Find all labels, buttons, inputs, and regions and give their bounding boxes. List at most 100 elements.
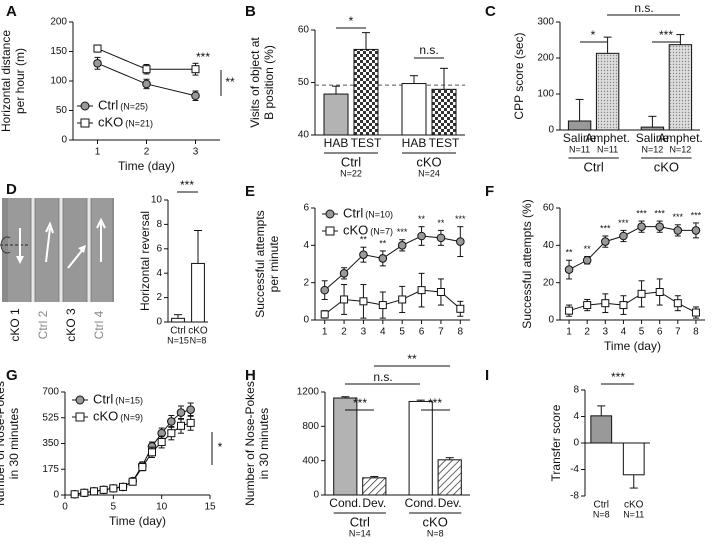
bar — [353, 48, 379, 136]
legend-note: (N=25) — [120, 101, 148, 111]
y-axis-label: Transfer score — [549, 404, 563, 481]
bar — [668, 44, 693, 131]
bar — [191, 262, 205, 323]
group-label: cKO — [423, 514, 448, 529]
bar — [171, 317, 185, 323]
significance: *** — [691, 210, 702, 220]
annotation: n.s. — [634, 1, 653, 15]
point — [359, 297, 368, 306]
x-tick-label: Dev. — [362, 496, 386, 510]
panel-letter: H — [245, 367, 256, 384]
group-label: cKO — [416, 154, 441, 169]
annotation: *** — [611, 370, 625, 384]
bar — [590, 415, 613, 444]
x-tick-label: 7 — [675, 327, 681, 338]
annotation: *** — [196, 50, 210, 64]
category-note: N=11 — [597, 144, 618, 154]
point — [191, 65, 200, 74]
point — [128, 477, 137, 486]
legend-note: (N=9) — [120, 412, 143, 422]
legend-label: Ctrl — [343, 205, 363, 220]
photo — [0, 198, 114, 302]
point — [177, 421, 185, 430]
x-tick-label: 8 — [693, 327, 699, 338]
significance: *** — [673, 212, 684, 222]
y-tick-label: 2 — [156, 292, 162, 303]
y-tick-label: 40 — [298, 130, 310, 141]
point — [564, 265, 574, 274]
point — [340, 295, 349, 304]
legend-note: (N=10) — [365, 209, 393, 219]
point — [417, 286, 426, 295]
x-tick-label: Ctrl — [170, 326, 186, 337]
point — [436, 233, 446, 243]
point — [417, 231, 426, 241]
annotation: ** — [225, 75, 235, 89]
annotation: n.s. — [419, 43, 438, 57]
panel-letter: F — [485, 183, 494, 200]
point — [339, 269, 349, 278]
x-tick-label: 1 — [566, 327, 572, 338]
bar — [622, 442, 645, 476]
x-tick-label: 2 — [144, 147, 150, 158]
significance: ** — [566, 248, 574, 258]
point — [398, 295, 407, 304]
category-note: N=8 — [190, 335, 207, 345]
y-tick-label: 50 — [56, 105, 68, 116]
legend-marker — [75, 395, 85, 405]
point — [167, 417, 176, 426]
x-tick-label: 7 — [438, 327, 444, 338]
point — [637, 222, 646, 231]
y-tick-label: 4 — [303, 240, 309, 251]
y-tick-label: 10 — [151, 195, 163, 206]
group-note: N=22 — [340, 168, 362, 178]
bar — [640, 126, 665, 131]
x-tick-label: Cond. — [329, 496, 361, 510]
annotation: *** — [353, 396, 367, 410]
x-tick-label: cKO — [188, 326, 208, 337]
y-tick-label: 4 — [573, 411, 579, 422]
y-axis-label: CPP score (sec) — [512, 32, 526, 119]
point — [142, 65, 151, 74]
point — [655, 222, 664, 231]
y-tick-label: 20 — [543, 277, 555, 288]
x-tick-label: TEST — [429, 136, 460, 150]
x-tick-label: Amphet. — [658, 131, 703, 145]
bar — [595, 52, 620, 131]
y-tick-label: -8 — [570, 491, 579, 502]
annotation: * — [218, 440, 223, 454]
x-tick-label: 3 — [603, 327, 609, 338]
point — [655, 288, 664, 296]
x-tick-label: Saline — [636, 131, 670, 145]
y-axis-label: in 30 minutes — [257, 408, 271, 479]
legend-note: (N=21) — [125, 118, 153, 128]
x-tick-label: 6 — [419, 327, 425, 338]
y-tick-label: 4 — [156, 268, 162, 279]
x-tick-label: 6 — [657, 327, 663, 338]
x-tick-label: 15 — [204, 502, 216, 513]
y-axis-label: Number of Nose-Pokes — [0, 381, 7, 506]
y-axis-label: per hour (m) — [13, 48, 27, 114]
y-tick-label: 525 — [42, 412, 59, 423]
y-tick-label: 0 — [61, 135, 67, 146]
panel-letter: I — [485, 367, 489, 384]
photo-label: Ctrl 4 — [92, 310, 106, 339]
annotation: n.s. — [373, 370, 392, 384]
legend-label: cKO — [343, 222, 368, 237]
point — [93, 44, 102, 53]
point — [157, 438, 166, 447]
point — [70, 490, 79, 499]
point — [320, 310, 329, 319]
significance: *** — [600, 223, 611, 233]
significance: ** — [379, 238, 387, 248]
x-tick-label: HAB — [402, 136, 427, 150]
y-tick-label: 300 — [537, 17, 554, 28]
point — [191, 91, 200, 101]
bar — [401, 83, 427, 136]
y-tick-label: 200 — [50, 17, 67, 28]
significance: ** — [418, 214, 426, 224]
bar — [408, 400, 433, 496]
y-axis-label: Successful attempts (%) — [520, 199, 534, 328]
bar — [567, 120, 592, 131]
y-tick-label: 1200 — [297, 387, 320, 398]
